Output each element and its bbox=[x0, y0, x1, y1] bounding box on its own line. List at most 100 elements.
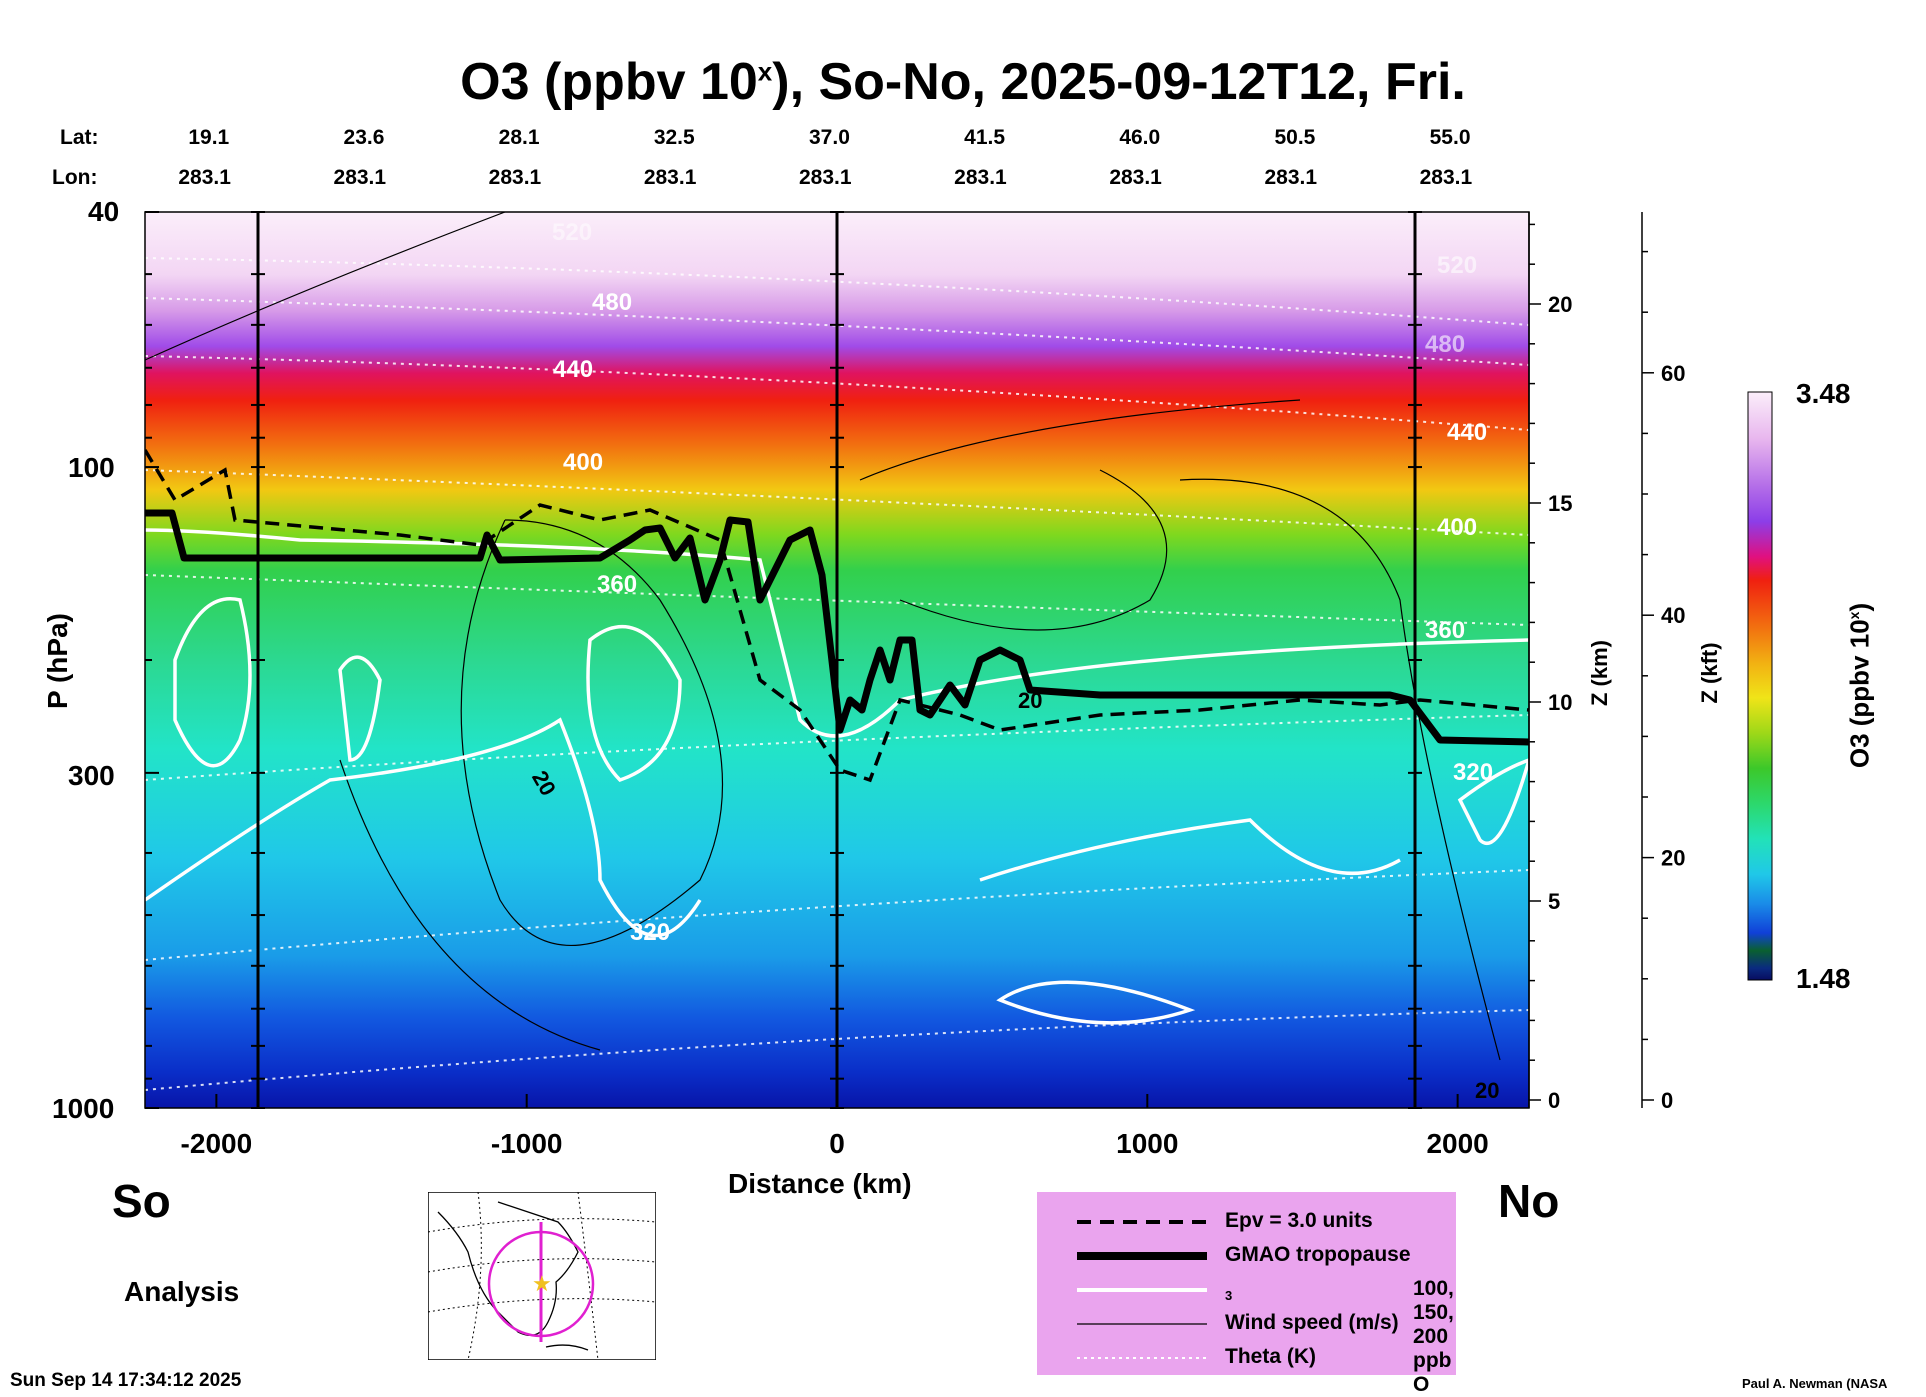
legend-item-theta: Theta (K) bbox=[1037, 1345, 1456, 1375]
lon-value: 283.1 bbox=[1109, 166, 1162, 189]
colorbar-label: O3 (ppbv 10x) bbox=[1845, 566, 1876, 806]
title-superscript: x bbox=[757, 56, 773, 87]
theta-label-400: 400 bbox=[563, 449, 603, 476]
legend-label-o3-sub: 3 bbox=[1225, 1288, 1233, 1304]
lat-value: 41.5 bbox=[964, 126, 1006, 149]
gmao-tropopause-line bbox=[145, 509, 1530, 746]
legend-dashed-swatch bbox=[1077, 1220, 1207, 1224]
lon-value: 283.1 bbox=[643, 166, 697, 189]
title-main: O3 (ppbv 10 bbox=[460, 53, 758, 111]
colorbar-max: 3.48 bbox=[1796, 378, 1851, 409]
legend-label-o3-text: 100, 150, 200 ppb O bbox=[1413, 1277, 1454, 1396]
p-tick-1000: 1000 bbox=[52, 1093, 115, 1124]
lat-value: 50.5 bbox=[1274, 126, 1316, 149]
legend-label-o3-contours: 100, 150, 200 ppb O 3 bbox=[1225, 1277, 1454, 1396]
km-tick-label: 0 bbox=[1548, 1088, 1560, 1113]
epv-dashed-line bbox=[145, 449, 1529, 783]
theta-contours bbox=[145, 257, 1529, 1091]
lon-value: 283.1 bbox=[1264, 166, 1318, 189]
x-tick-label: 2000 bbox=[1426, 1128, 1488, 1159]
contour-overlays bbox=[145, 212, 1529, 1091]
legend-item-tropopause: GMAO tropopause bbox=[1037, 1243, 1456, 1273]
analysis-label: Analysis bbox=[124, 1276, 240, 1307]
kft-tick-label: 0 bbox=[1661, 1088, 1673, 1113]
x-tick-label: -1000 bbox=[491, 1128, 563, 1159]
wind-label-20-right: 20 bbox=[1475, 1078, 1499, 1103]
lon-value: 283.1 bbox=[799, 166, 852, 189]
legend-item-o3-contours: 100, 150, 200 ppb O 3 bbox=[1037, 1277, 1456, 1396]
z-kft-axis: 0 20 40 60 bbox=[1642, 250, 1685, 1113]
z-kft-axis-label: Z (kft) bbox=[1697, 642, 1722, 704]
lon-row-label: Lon: bbox=[52, 166, 98, 189]
lat-value: 46.0 bbox=[1119, 126, 1161, 149]
locator-map: ★ bbox=[428, 1192, 656, 1360]
legend-white-swatch bbox=[1077, 1288, 1207, 1292]
p-tick-40: 40 bbox=[88, 196, 120, 227]
p-tick-300: 300 bbox=[68, 760, 115, 791]
legend-label-tropopause: GMAO tropopause bbox=[1225, 1243, 1411, 1266]
legend-thick-swatch bbox=[1077, 1252, 1207, 1260]
legend-item-wind: Wind speed (m/s) bbox=[1037, 1311, 1456, 1341]
z-km-axis: 0 5 10 15 20 bbox=[1529, 223, 1572, 1113]
lat-value: 28.1 bbox=[498, 126, 540, 149]
wind-speed-contours bbox=[145, 212, 1501, 1061]
theta-label-520: 520 bbox=[552, 219, 592, 246]
caribbean-coast bbox=[545, 1344, 589, 1351]
theta-label-440-right: 440 bbox=[1447, 419, 1487, 446]
north-label: No bbox=[1498, 1175, 1560, 1227]
lat-value: 37.0 bbox=[809, 126, 850, 149]
km-tick-label: 5 bbox=[1548, 889, 1560, 914]
theta-label-520-right: 520 bbox=[1437, 252, 1477, 279]
x-tick-label: 1000 bbox=[1116, 1128, 1178, 1159]
legend-label-theta: Theta (K) bbox=[1225, 1345, 1316, 1368]
theta-label-400-right: 400 bbox=[1437, 514, 1477, 541]
theta-label-480: 480 bbox=[592, 289, 632, 316]
lon-value: 283.1 bbox=[954, 166, 1007, 189]
legend: Epv = 3.0 units GMAO tropopause 100, 150… bbox=[1037, 1192, 1456, 1396]
locator-graticule bbox=[428, 1192, 656, 1360]
theta-label-320: 320 bbox=[630, 919, 670, 946]
lat-value: 19.1 bbox=[188, 126, 230, 149]
km-tick-label: 20 bbox=[1548, 292, 1572, 317]
kft-tick-label: 60 bbox=[1661, 361, 1685, 386]
legend-dotted-swatch bbox=[1077, 1357, 1207, 1359]
pressure-axis-ticks bbox=[145, 211, 159, 1109]
colorbar bbox=[1747, 391, 1773, 981]
lat-value: 55.0 bbox=[1429, 126, 1471, 149]
lat-value: 23.6 bbox=[343, 126, 385, 149]
o3-white-contours bbox=[145, 528, 1529, 1025]
km-tick-label: 15 bbox=[1548, 491, 1572, 516]
colorbar-label-main: O3 (ppbv 10 bbox=[1844, 619, 1875, 769]
theta-label-360-right: 360 bbox=[1425, 617, 1465, 644]
theta-label-480-right: 480 bbox=[1425, 331, 1465, 358]
coastline bbox=[437, 1201, 579, 1336]
x-tick-label: 0 bbox=[829, 1128, 845, 1159]
theta-label-320-right: 320 bbox=[1453, 759, 1493, 786]
lat-value: 32.5 bbox=[653, 126, 695, 149]
timestamp: Sun Sep 14 17:34:12 2025 bbox=[10, 1370, 242, 1391]
theta-label-440: 440 bbox=[553, 356, 593, 383]
y-axis-label: P (hPa) bbox=[42, 613, 73, 709]
legend-label-epv: Epv = 3.0 units bbox=[1225, 1209, 1373, 1232]
km-tick-label: 10 bbox=[1548, 690, 1572, 715]
p-tick-100: 100 bbox=[68, 452, 115, 483]
colorbar-label-sup: x bbox=[1845, 611, 1862, 620]
title-rest: ), So-No, 2025-09-12T12, Fri. bbox=[772, 53, 1466, 111]
south-label: So bbox=[112, 1175, 171, 1227]
colorbar-min: 1.48 bbox=[1796, 963, 1851, 994]
distance-axis: -2000 -1000 0 1000 2000 bbox=[181, 1094, 1489, 1159]
colorbar-label-end: ) bbox=[1844, 602, 1875, 612]
x-tick-label: -2000 bbox=[181, 1128, 253, 1159]
legend-thin-swatch bbox=[1077, 1323, 1207, 1325]
center-star-icon: ★ bbox=[532, 1272, 552, 1297]
wind-label-20-mid: 20 bbox=[1018, 688, 1042, 713]
legend-label-wind: Wind speed (m/s) bbox=[1225, 1311, 1399, 1334]
chart-title: O3 (ppbv 10x), So-No, 2025-09-12T12, Fri… bbox=[0, 52, 1926, 112]
kft-tick-label: 20 bbox=[1661, 846, 1685, 871]
z-km-axis-label: Z (km) bbox=[1587, 640, 1612, 706]
credit: Paul A. Newman (NASA bbox=[1742, 1376, 1888, 1391]
x-axis-label: Distance (km) bbox=[728, 1168, 912, 1199]
lon-value: 283.1 bbox=[488, 166, 542, 189]
lat-row-label: Lat: bbox=[60, 126, 99, 149]
